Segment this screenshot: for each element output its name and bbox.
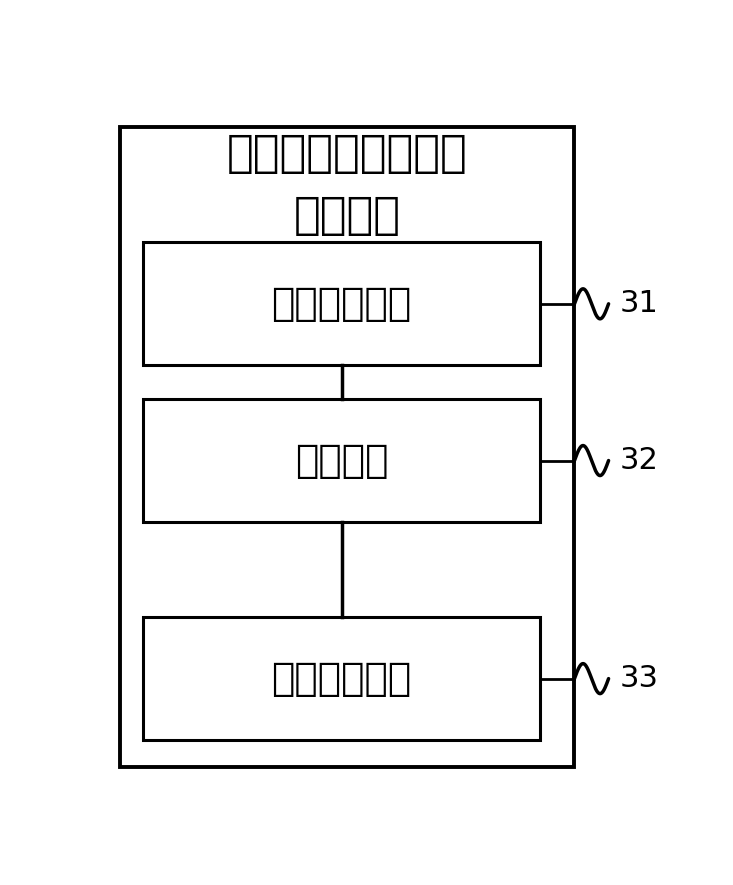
Bar (143, 242, 540, 366)
Bar (143, 399, 540, 522)
Text: 控制实体: 控制实体 (294, 194, 401, 236)
Text: 处理模块: 处理模块 (295, 442, 388, 480)
Text: 第三接收模块: 第三接收模块 (271, 285, 412, 323)
Text: 33: 33 (620, 664, 659, 693)
Bar (143, 618, 540, 740)
Text: 策略和计费规则功能: 策略和计费规则功能 (227, 133, 468, 175)
Text: 32: 32 (620, 446, 659, 475)
Text: 31: 31 (620, 289, 659, 319)
Bar (120, 127, 575, 767)
Text: 第三发送模块: 第三发送模块 (271, 659, 412, 697)
